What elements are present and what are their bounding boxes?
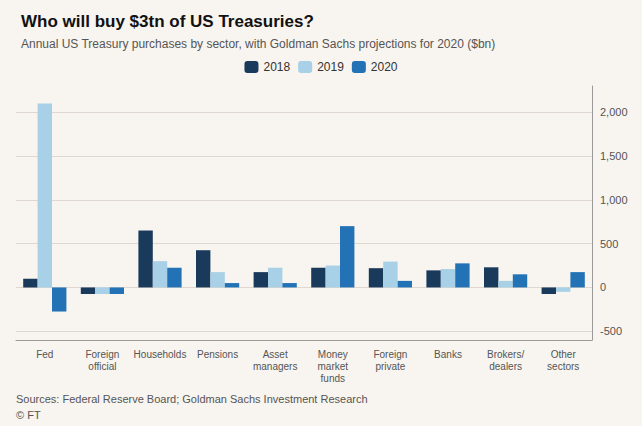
svg-text:Brokers/: Brokers/ — [487, 349, 524, 360]
svg-text:2019: 2019 — [317, 60, 344, 74]
svg-text:dealers: dealers — [489, 361, 522, 372]
svg-text:2020: 2020 — [371, 60, 398, 74]
svg-text:0: 0 — [600, 281, 606, 293]
svg-text:500: 500 — [600, 238, 618, 250]
svg-text:managers: managers — [253, 361, 297, 372]
svg-text:sectors: sectors — [547, 361, 579, 372]
svg-text:market: market — [318, 361, 349, 372]
svg-text:Asset: Asset — [263, 349, 288, 360]
svg-text:private: private — [375, 361, 405, 372]
svg-text:1,500: 1,500 — [600, 150, 628, 162]
svg-text:official: official — [88, 361, 116, 372]
svg-text:Pensions: Pensions — [197, 349, 238, 360]
svg-text:2018: 2018 — [263, 60, 290, 74]
svg-text:Who will buy $3tn of US Treasu: Who will buy $3tn of US Treasuries? — [21, 12, 314, 31]
svg-text:Money: Money — [318, 349, 348, 360]
svg-text:© FT: © FT — [16, 409, 41, 421]
svg-text:Fed: Fed — [36, 349, 53, 360]
svg-text:Banks: Banks — [434, 349, 462, 360]
svg-text:2,000: 2,000 — [600, 106, 628, 118]
svg-text:1,000: 1,000 — [600, 194, 628, 206]
svg-text:Sources: Federal Reserve Board: Sources: Federal Reserve Board; Goldman … — [16, 393, 368, 405]
svg-text:Households: Households — [134, 349, 187, 360]
svg-text:Foreign: Foreign — [373, 349, 407, 360]
svg-text:funds: funds — [321, 373, 345, 384]
svg-text:Other: Other — [551, 349, 577, 360]
svg-text:Annual US Treasury purchases b: Annual US Treasury purchases by sector, … — [21, 37, 495, 51]
svg-text:Foreign: Foreign — [85, 349, 119, 360]
svg-text:-500: -500 — [600, 325, 622, 337]
